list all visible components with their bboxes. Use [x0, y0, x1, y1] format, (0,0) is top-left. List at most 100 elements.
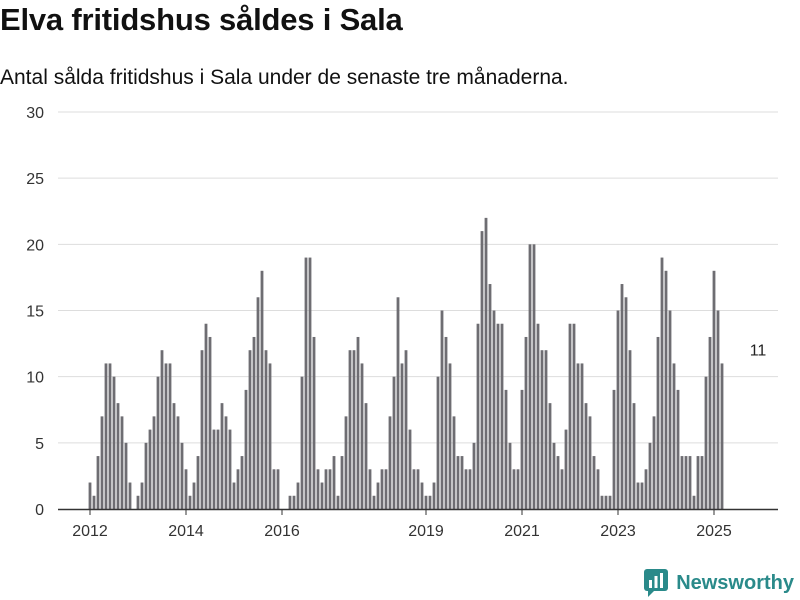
bar [700, 456, 704, 509]
bar [276, 469, 280, 509]
bar [560, 469, 564, 509]
bar [424, 495, 428, 509]
bar [640, 482, 644, 509]
bar [592, 456, 596, 509]
newsworthy-logo[interactable]: Newsworthy [644, 568, 794, 598]
bar [544, 350, 548, 509]
bar [520, 389, 524, 509]
bar [232, 482, 236, 509]
bar [620, 284, 624, 509]
bar [460, 456, 464, 509]
bar [684, 456, 688, 509]
bar [708, 336, 712, 509]
x-tick-label: 2012 [72, 523, 108, 540]
bar [528, 244, 532, 509]
bar [160, 350, 164, 509]
bar [552, 442, 556, 509]
bar [448, 363, 452, 509]
bar [428, 495, 432, 509]
bar [292, 495, 296, 509]
bar [672, 363, 676, 509]
bar [148, 429, 152, 509]
brand-name: Newsworthy [676, 571, 794, 594]
bar [204, 323, 208, 509]
bar [116, 403, 120, 509]
bar [484, 217, 488, 509]
bar [224, 416, 228, 509]
bar [416, 469, 420, 509]
highlight-data-label: 11 [750, 342, 767, 359]
bar [312, 336, 316, 509]
bar [316, 469, 320, 509]
bar [308, 257, 312, 509]
bar [384, 469, 388, 509]
bar [660, 257, 664, 509]
bar [300, 376, 304, 509]
bar [536, 323, 540, 509]
bar [388, 416, 392, 509]
x-tick-label: 2025 [696, 523, 732, 540]
bar [508, 442, 512, 509]
y-tick-label: 30 [26, 105, 44, 122]
bar [476, 323, 480, 509]
bar [408, 429, 412, 509]
bar [480, 231, 484, 509]
bar [296, 482, 300, 509]
bar [120, 416, 124, 509]
bar [192, 482, 196, 509]
bar [372, 495, 376, 509]
bar [492, 310, 496, 509]
bar [240, 456, 244, 509]
bar [576, 363, 580, 509]
bar [164, 363, 168, 509]
bar [344, 416, 348, 509]
bar [152, 416, 156, 509]
bar [96, 456, 100, 509]
bar [716, 310, 720, 509]
bar [604, 495, 608, 509]
bar [632, 403, 636, 509]
y-tick-label: 15 [26, 304, 44, 321]
bar [188, 495, 192, 509]
bar [648, 442, 652, 509]
bar [256, 297, 260, 509]
chart-title: Elva fritidshus såldes i Sala [0, 2, 403, 37]
bar [624, 297, 628, 509]
bar [412, 469, 416, 509]
bar [616, 310, 620, 509]
bar [320, 482, 324, 509]
bar [360, 363, 364, 509]
bar [336, 495, 340, 509]
bar [720, 363, 724, 509]
bar [452, 416, 456, 509]
bar [436, 376, 440, 509]
bar [540, 350, 544, 509]
bar [392, 376, 396, 509]
bar [456, 456, 460, 509]
bar [488, 284, 492, 509]
bar [504, 389, 508, 509]
bar [144, 442, 148, 509]
bar [332, 456, 336, 509]
bar [420, 482, 424, 509]
bar [704, 376, 708, 509]
bar [668, 310, 672, 509]
x-tick-label: 2023 [600, 523, 636, 540]
bar [664, 270, 668, 509]
bar [500, 323, 504, 509]
bar [92, 495, 96, 509]
bar [652, 416, 656, 509]
bar [220, 403, 224, 509]
bar [260, 270, 264, 509]
bar [128, 482, 132, 509]
bar [432, 482, 436, 509]
y-tick-label: 20 [26, 237, 44, 254]
bar [524, 336, 528, 509]
bar [288, 495, 292, 509]
bar [600, 495, 604, 509]
bar [212, 429, 216, 509]
y-tick-label: 5 [35, 436, 44, 453]
bar [112, 376, 116, 509]
bar [464, 469, 468, 509]
bar [228, 429, 232, 509]
